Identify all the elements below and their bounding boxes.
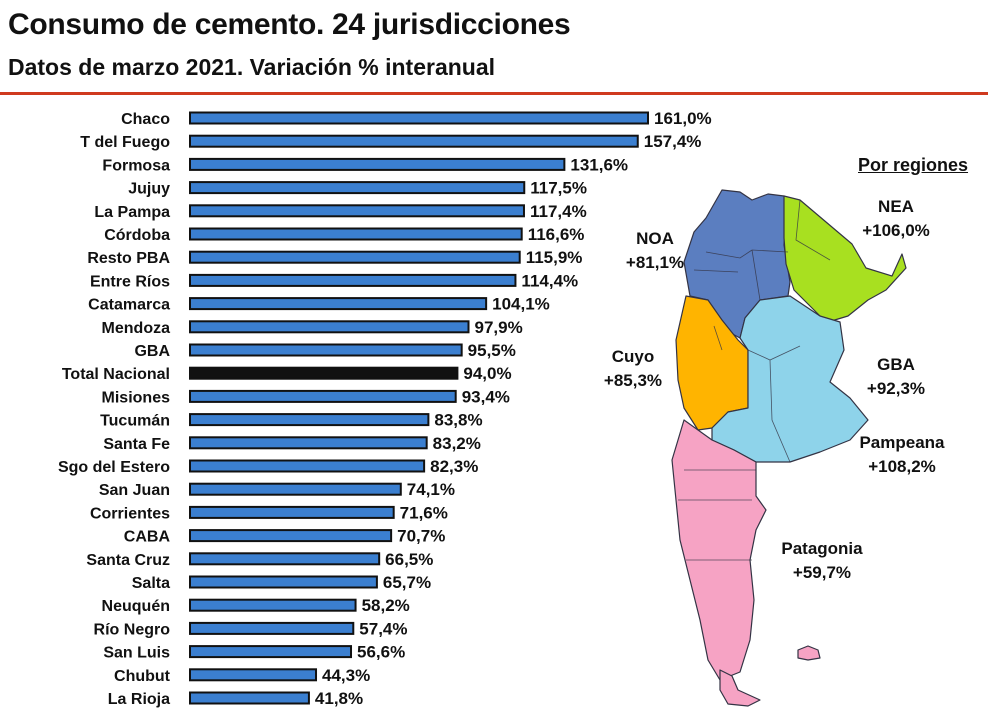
chart-subtitle: Datos de marzo 2021. Variación % interan… [8, 54, 496, 80]
bar [189, 366, 459, 380]
value-label: 117,4% [530, 202, 587, 221]
bar [189, 273, 517, 287]
region-name-pampeana: Pampeana [859, 433, 945, 452]
bar [189, 320, 470, 334]
bar [189, 297, 488, 311]
category-label: San Juan [99, 482, 170, 499]
category-label: Mendoza [102, 320, 171, 337]
chart-title: Consumo de cemento. 24 jurisdicciones [8, 8, 571, 41]
category-label: Chubut [114, 668, 171, 685]
value-label: 83,8% [434, 411, 482, 430]
bar [189, 389, 457, 403]
region-value-nea: +106,0% [862, 221, 930, 240]
category-label: Santa Cruz [86, 552, 170, 569]
bar [189, 343, 463, 357]
value-label: 131,6% [570, 155, 628, 174]
bar [189, 250, 521, 264]
bar-chart: Chaco 161,0% T del Fuego 157,4% Formosa 131,6… [58, 109, 712, 708]
value-label: 74,1% [407, 480, 455, 499]
bar [189, 552, 381, 566]
category-label: Corrientes [90, 505, 170, 522]
region-name-patagonia: Patagonia [781, 539, 863, 558]
bar [189, 459, 426, 473]
value-label: 57,4% [359, 619, 407, 638]
regions-title: Por regiones [858, 155, 969, 175]
value-label: 116,6% [528, 225, 585, 244]
category-label: Chaco [121, 111, 170, 128]
bar [189, 227, 523, 241]
value-label: 97,9% [474, 318, 522, 337]
region-value-gba: +92,3% [867, 379, 925, 398]
value-label: 115,9% [526, 248, 583, 267]
category-label: Catamarca [88, 297, 170, 314]
bar [189, 111, 649, 125]
bar [189, 645, 353, 659]
value-label: 93,4% [462, 387, 510, 406]
category-label: Jujuy [128, 181, 170, 198]
value-label: 82,3% [430, 457, 478, 476]
value-label: 70,7% [397, 527, 445, 546]
category-label: GBA [134, 343, 170, 360]
value-label: 161,0% [654, 109, 712, 128]
category-label: T del Fuego [80, 134, 170, 151]
value-label: 104,1% [492, 295, 550, 314]
category-label: Santa Fe [103, 436, 170, 453]
bar [189, 668, 318, 682]
value-label: 44,3% [322, 666, 370, 685]
category-label: CABA [124, 529, 171, 546]
bar [189, 204, 525, 218]
value-label: 65,7% [383, 573, 431, 592]
bar [189, 134, 639, 148]
value-label: 56,6% [357, 643, 405, 662]
category-label: Tucumán [100, 413, 170, 430]
category-label: Sgo del Estero [58, 459, 170, 476]
map-region-nea [783, 195, 907, 323]
value-label: 66,5% [385, 550, 433, 569]
category-label: Salta [132, 575, 170, 592]
value-label: 157,4% [644, 132, 702, 151]
value-label: 41,8% [315, 689, 363, 708]
category-label: Total Nacional [62, 366, 170, 383]
category-label: Entre Ríos [90, 273, 170, 290]
category-label: Misiones [102, 389, 171, 406]
map-malvinas [797, 645, 821, 661]
bar [189, 691, 310, 705]
bar [189, 505, 395, 519]
bar [189, 529, 393, 543]
region-value-pampeana: +108,2% [868, 457, 936, 476]
bar [189, 157, 566, 171]
region-name-nea: NEA [878, 197, 914, 216]
value-label: 95,5% [468, 341, 516, 360]
bar [189, 413, 430, 427]
bar [189, 598, 357, 612]
value-label: 94,0% [463, 364, 511, 383]
region-name-gba: GBA [877, 355, 915, 374]
title-divider [0, 92, 988, 95]
value-label: 58,2% [362, 596, 410, 615]
value-label: 117,5% [530, 179, 587, 198]
category-label: Neuquén [102, 598, 170, 615]
category-label: Resto PBA [87, 250, 170, 267]
category-label: La Rioja [108, 691, 170, 708]
category-label: San Luis [103, 645, 170, 662]
bar [189, 575, 378, 589]
category-label: La Pampa [94, 204, 170, 221]
value-label: 71,6% [400, 503, 448, 522]
bar [189, 436, 428, 450]
category-label: Formosa [102, 157, 170, 174]
value-label: 83,2% [433, 434, 481, 453]
category-label: Córdoba [104, 227, 170, 244]
bar [189, 181, 526, 195]
value-label: 114,4% [521, 271, 578, 290]
bar [189, 621, 355, 635]
region-value-patagonia: +59,7% [793, 563, 851, 582]
bar [189, 482, 402, 496]
category-label: Río Negro [94, 621, 171, 638]
